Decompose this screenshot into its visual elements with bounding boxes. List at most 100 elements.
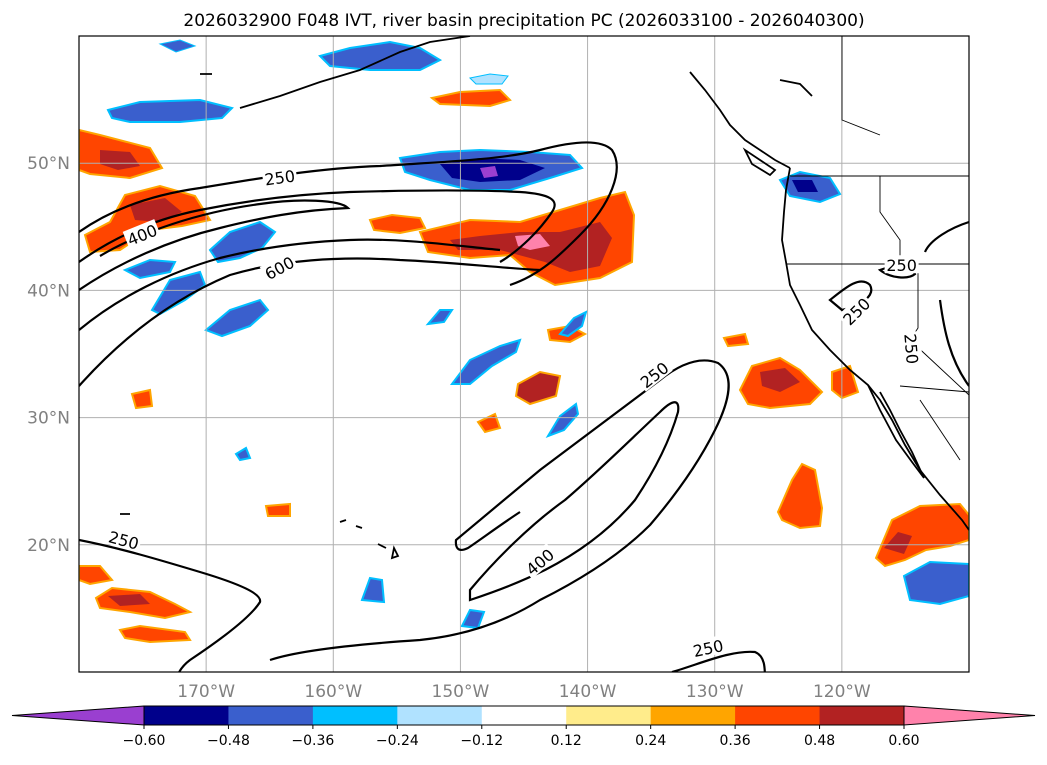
colorbar-extend-max <box>903 705 1036 726</box>
pc-region-baja-3 <box>722 332 750 348</box>
lat-tick-label: 20°N <box>27 536 70 556</box>
lat-tick-label: 30°N <box>27 409 70 429</box>
colorbar-segment <box>481 706 567 725</box>
pc-region-baja-1-core <box>760 368 800 392</box>
colorbar-segment <box>819 706 905 725</box>
ivt-contour-600-north <box>79 199 351 291</box>
latitude-ticks: 20°N 30°N 40°N 50°N <box>27 154 70 556</box>
ivt-contour-label: 250 <box>261 165 298 190</box>
colorbar-extend-min <box>11 705 145 726</box>
colorbar-segment <box>228 706 314 725</box>
lat-tick-label: 40°N <box>27 281 70 301</box>
coastline-alaska <box>239 36 471 109</box>
ivt-contour-250-north <box>79 141 618 287</box>
colorbar-tick-label: 0.60 <box>888 733 919 749</box>
colorbar-tick-label: −0.24 <box>376 733 419 749</box>
colorbar-tick-label: −0.36 <box>291 733 334 749</box>
coastline-baja <box>867 384 925 479</box>
coastline-alaska-panhandle <box>689 71 791 169</box>
colorbar-frame <box>143 705 905 726</box>
colorbar-segment <box>650 706 736 725</box>
ivt-contour-label-bg <box>837 292 875 329</box>
colorbar: −0.60 −0.48 −0.36 −0.24 −0.12 0.12 0.24 0.36 0.4… <box>11 705 1036 749</box>
border-or-wa-id <box>879 176 901 264</box>
colorbar-tick-label: −0.60 <box>123 733 166 749</box>
pc-region-sw-1-core <box>108 594 150 606</box>
ivt-contour-label-bg <box>689 634 727 660</box>
colorbar-tick-label: 0.48 <box>804 733 835 749</box>
colorbar-segment <box>397 706 483 725</box>
ivt-contour-label: 250 <box>884 255 919 275</box>
lon-tick-label: 170°W <box>177 682 235 702</box>
pc-region-light-blue-2 <box>158 39 197 53</box>
ivt-contour-label-text: 250 <box>263 166 296 189</box>
lon-tick-label: 130°W <box>686 682 744 702</box>
political-borders <box>786 36 969 461</box>
border-alaska-canada <box>841 36 881 136</box>
ivt-contour-400-inner <box>79 238 501 331</box>
colorbar-segment <box>144 706 229 725</box>
ivt-contour-250-east <box>923 220 969 387</box>
pc-region-mid-1 <box>514 370 562 406</box>
colorbar-tick-label: 0.12 <box>551 733 582 749</box>
pc-region-sw-4 <box>130 388 154 410</box>
pc-region-off-mexico <box>902 560 969 606</box>
ivt-contour-label: 250 <box>689 634 727 661</box>
pc-positive-regions <box>79 88 969 644</box>
lon-tick-label: 150°W <box>432 682 490 702</box>
pc-region-sw-2 <box>118 624 192 644</box>
colorbar-tick-label: −0.12 <box>460 733 503 749</box>
ivt-contour-label-bg <box>884 255 919 274</box>
figure-title: 2026032900 F048 IVT, river basin precipi… <box>183 11 864 31</box>
ivt-contour-250-south-edge <box>671 650 766 672</box>
border-mexico-states <box>919 399 961 461</box>
lon-tick-label: 140°W <box>559 682 617 702</box>
ivt-contour-400-north <box>79 189 556 263</box>
ivt-contour-label-text: 250 <box>886 256 917 275</box>
pc-region-hawaii-east <box>776 462 824 530</box>
ivt-contour-label-bg <box>902 331 923 367</box>
ivt-contour-250-sw <box>79 538 262 672</box>
ivt-contour-label-bg <box>259 251 299 283</box>
pc-region-light-blue-1 <box>468 73 509 85</box>
ivt-contour-label-bg <box>261 165 298 188</box>
border-us-mexico <box>899 385 969 393</box>
map-frame <box>78 35 970 673</box>
ivt-contour-label-bg <box>634 356 673 392</box>
pc-region-ne-pacific-max <box>515 234 550 250</box>
ivt-contour-label: 250 <box>900 331 923 367</box>
colorbar-tick-label: 0.24 <box>635 733 666 749</box>
pc-region-hawaii-neg-3 <box>234 446 252 462</box>
lon-tick-label: 120°W <box>813 682 871 702</box>
pc-region-gulf-alaska-3 <box>208 220 277 264</box>
pc-region-hawaii-neg-1 <box>360 576 386 604</box>
pc-region-mid-3 <box>476 412 502 434</box>
coastline-small-islands <box>120 73 813 515</box>
pc-region-sw-5 <box>264 502 291 517</box>
colorbar-tick-label: −0.48 <box>207 733 250 749</box>
ivt-contour-label: 250 <box>837 292 875 329</box>
pc-region-hawaii-neg-2 <box>460 608 486 630</box>
pc-region-gulf-alaska-6 <box>122 258 177 280</box>
pc-region-pnw-coast-core <box>792 180 818 192</box>
ivt-contour-400-central <box>468 401 680 602</box>
pc-region-sw-3 <box>79 565 114 586</box>
pc-region-mid-neg-2 <box>545 402 580 438</box>
coastlines <box>120 36 969 560</box>
ivt-contours <box>79 141 969 672</box>
ivt-contour-label-bg <box>122 219 161 249</box>
pc-region-central-n-pacific-min <box>480 166 498 178</box>
colorbar-segment <box>312 706 398 725</box>
pc-region-gulf-alaska-1 <box>106 98 234 123</box>
lat-tick-label: 50°N <box>27 154 70 174</box>
ivt-contour-250-inner <box>79 257 541 387</box>
pc-region-dateline-2-core <box>130 198 182 222</box>
pc-region-mid-neg-3 <box>558 310 588 338</box>
pc-region-se-corner-core <box>884 532 912 554</box>
colorbar-segment <box>566 706 652 725</box>
colorbar-tick-label: 0.36 <box>720 733 751 749</box>
pc-region-mid-neg-4 <box>425 309 454 326</box>
colorbar-segment <box>735 706 821 725</box>
